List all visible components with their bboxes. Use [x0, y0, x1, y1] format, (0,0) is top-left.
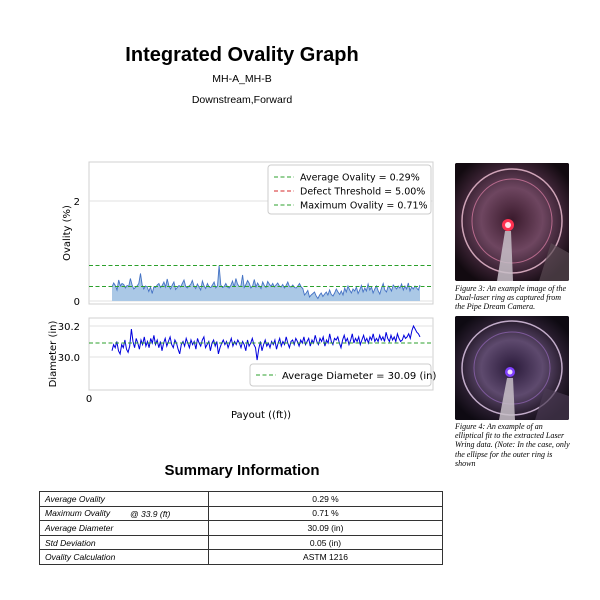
summary-label: Maximum Ovality @ 33.9 (ft): [39, 505, 209, 522]
legend-average-ovality: Average Ovality = 0.29%: [300, 173, 420, 184]
ovality-legend-box: [267, 164, 432, 215]
direction-label: Downstream,Forward: [191, 94, 293, 106]
camera-arm: [497, 231, 513, 281]
summary-label: Average Ovality: [39, 491, 209, 507]
summary-label: Average Diameter: [39, 520, 209, 536]
diameter-legend: Average Diameter = 30.09 (in): [249, 363, 436, 387]
legend-maximum-ovality: Maximum Ovality = 0.71%: [300, 201, 428, 212]
diameter-ylabel: Diameter (in): [48, 321, 59, 388]
ovality-ytick: 0: [74, 297, 80, 308]
segment-label: MH-A_MH-B: [212, 73, 272, 85]
figure-4-caption: Figure 4: An example of an elliptical fi…: [455, 422, 570, 468]
table-row: Average Ovality 0.29 %: [39, 491, 443, 507]
table-row: Ovality Calculation ASTM 1216: [39, 549, 443, 565]
diameter-chart: 30.2 30.0 Diameter (in) Average Diameter…: [48, 317, 436, 421]
table-row: Average Diameter 30.09 (in): [39, 520, 443, 536]
pipe-debris: [535, 388, 569, 420]
ovality-ytick: 2: [74, 197, 80, 208]
table-row: Maximum Ovality @ 33.9 (ft) 0.71 %: [39, 505, 443, 522]
ovality-chart: 2 0 Ovality (%) Average Ovality = 0.29% …: [62, 161, 434, 308]
legend-average-diameter: Average Diameter = 30.09 (in): [282, 371, 436, 382]
ovality-area-fill: [112, 265, 420, 301]
summary-label: Ovality Calculation: [39, 549, 209, 565]
figure-3-caption: Figure 3: An example image of the Dual-l…: [455, 284, 567, 312]
summary-value: 0.05 (in): [208, 534, 443, 551]
pipe-debris: [539, 243, 569, 281]
figure-4-image: [455, 316, 569, 420]
laser-center-core: [507, 369, 513, 375]
summary-table: Average Ovality 0.29 % Maximum Ovality @ …: [39, 491, 443, 565]
summary-value: 0.29 %: [208, 491, 443, 507]
legend-defect-threshold: Defect Threshold = 5.00%: [300, 187, 425, 198]
diameter-ytick: 30.0: [58, 353, 80, 364]
ovality-ylabel: Ovality (%): [62, 205, 73, 261]
summary-value: 0.71 %: [208, 505, 443, 522]
ovality-charts: 2 0 Ovality (%) Average Ovality = 0.29% …: [48, 161, 436, 421]
diameter-ytick: 30.2: [58, 322, 80, 333]
laser-center-core: [505, 222, 511, 228]
payout-xlabel: Payout ((ft)): [231, 410, 291, 421]
page-title: Integrated Ovality Graph: [125, 44, 359, 66]
max-ovality-location: @ 33.9 (ft): [130, 508, 171, 519]
summary-value: 30.09 (in): [208, 520, 443, 536]
diameter-legend-box: [249, 363, 432, 387]
ellipse-fit-photo: [455, 316, 569, 420]
summary-label: Std Deviation: [39, 534, 209, 551]
ovality-legend: Average Ovality = 0.29% Defect Threshold…: [267, 164, 432, 215]
summary-title: Summary Information: [164, 462, 320, 479]
laser-ring-photo: [455, 163, 569, 281]
table-row: Std Deviation 0.05 (in): [39, 534, 443, 551]
camera-arm: [499, 378, 515, 420]
summary-value: ASTM 1216: [208, 549, 443, 565]
payout-xtick: 0: [86, 394, 92, 405]
figure-3-image: [455, 163, 569, 281]
